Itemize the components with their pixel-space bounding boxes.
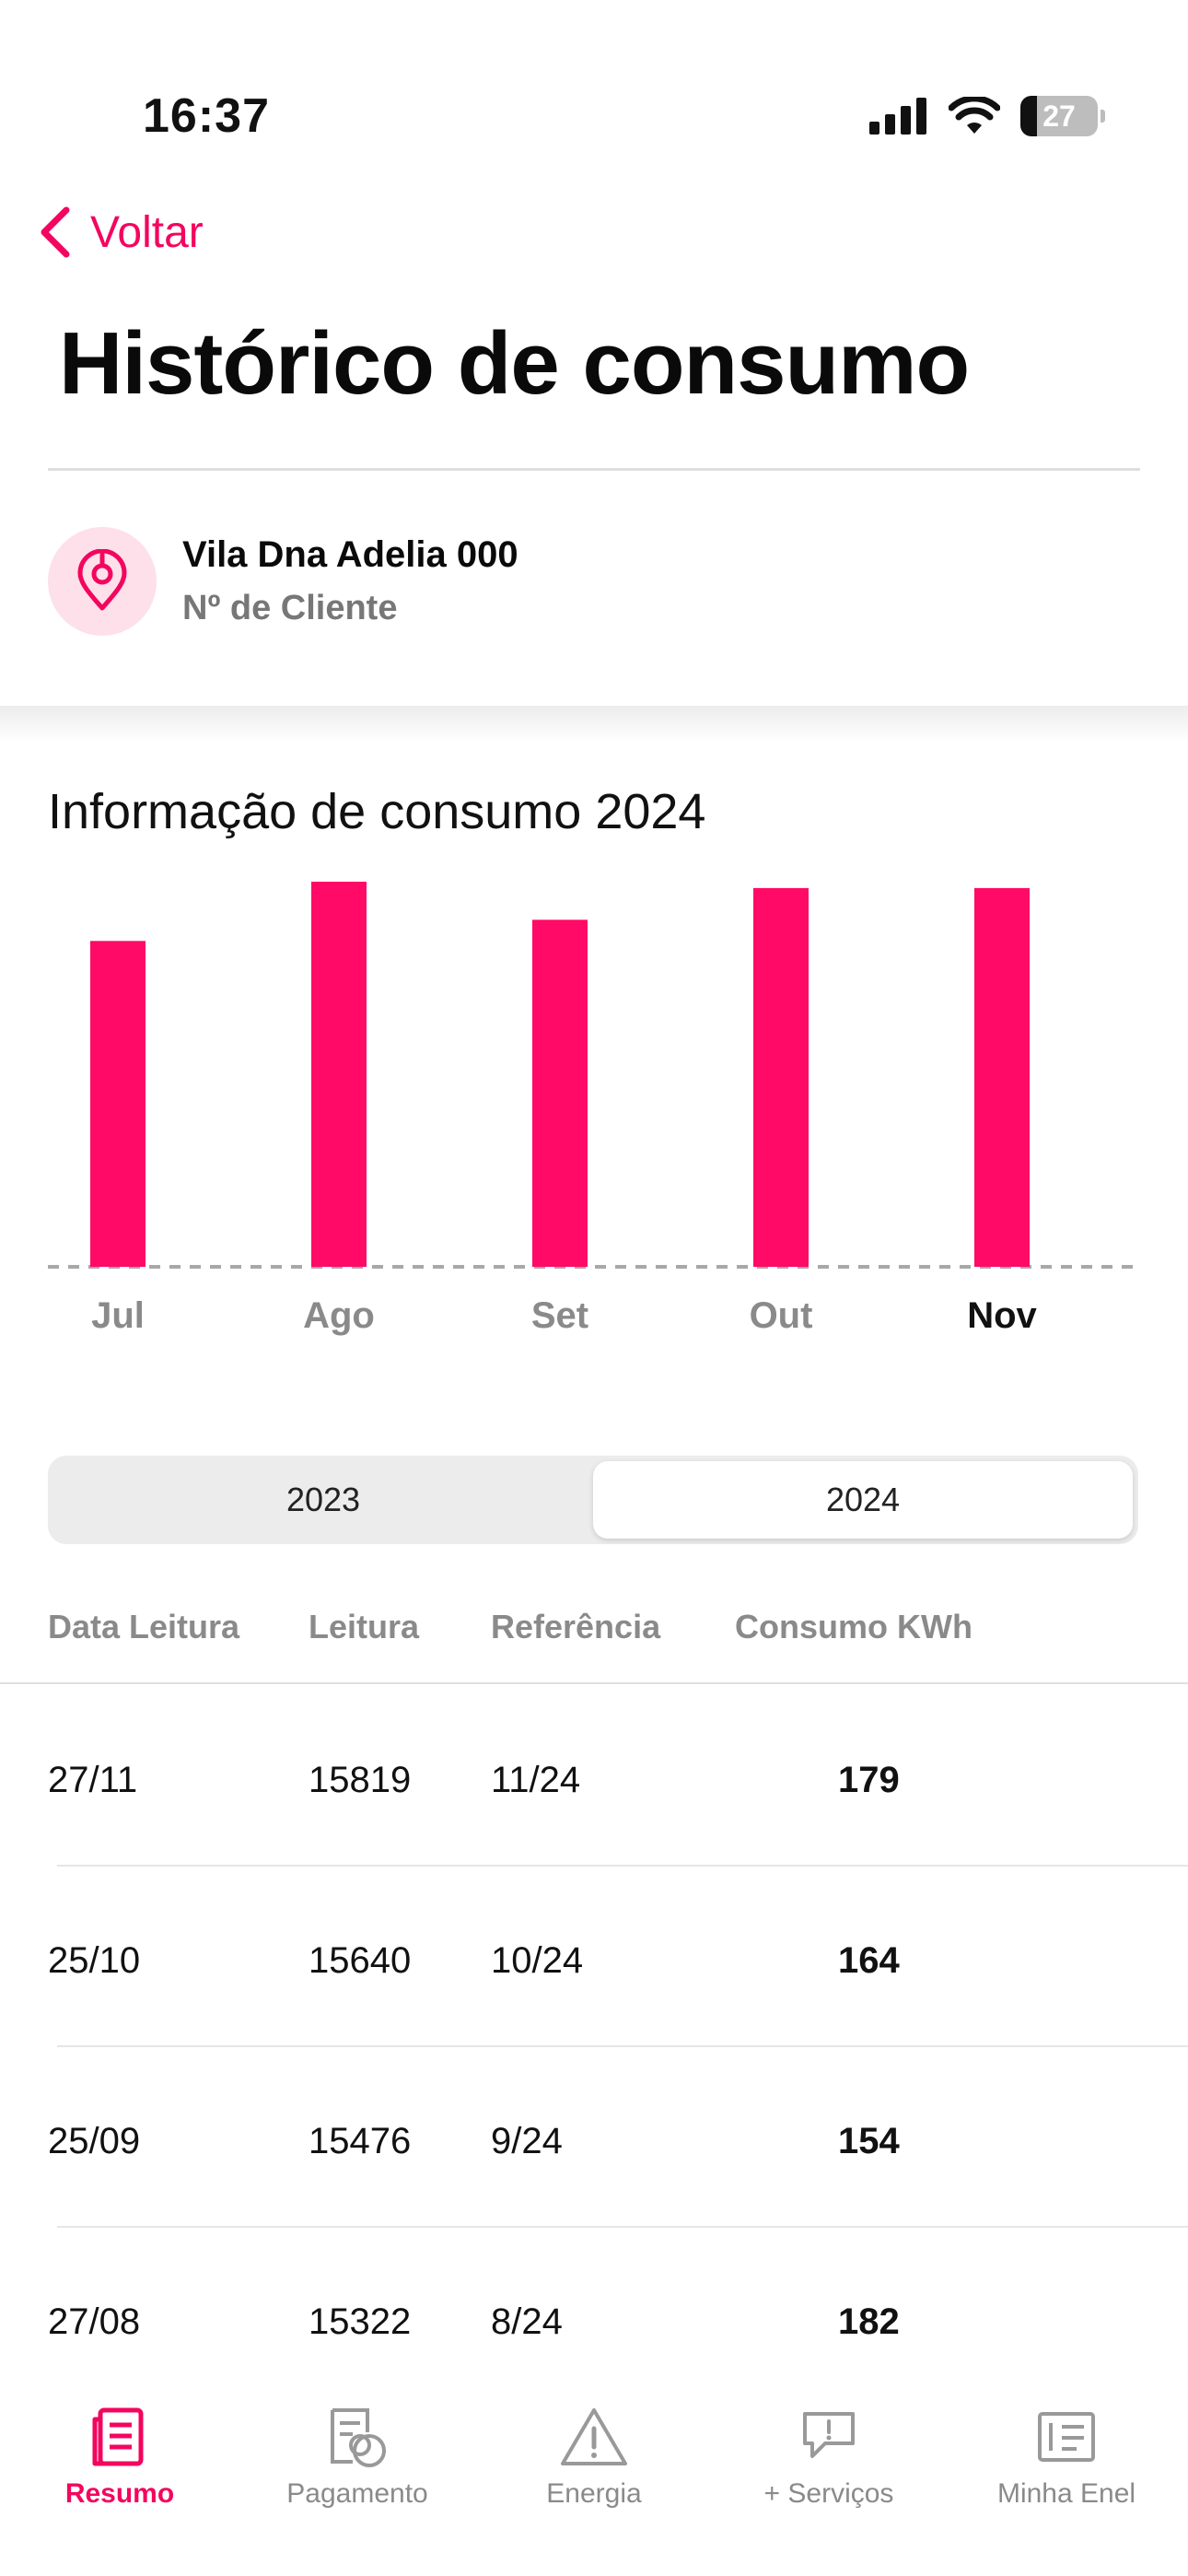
- tab-pagamento[interactable]: Pagamento: [247, 2405, 468, 2510]
- header-data-leitura: Data Leitura: [48, 1608, 240, 1645]
- page-title: Histórico de consumo: [59, 314, 970, 413]
- row-date: 25/10: [48, 1940, 141, 1981]
- client-address: Vila Dna Adelia 000: [182, 534, 518, 575]
- chart-bar-nov[interactable]: [974, 887, 1030, 1267]
- chart-bar-ago[interactable]: [311, 882, 367, 1267]
- back-button[interactable]: Voltar: [37, 205, 204, 260]
- year-option-2023[interactable]: 2023: [285, 1481, 361, 1518]
- table-row: 27/08 15322 8/24 182: [0, 2228, 1188, 2408]
- row-reading: 15476: [309, 2121, 412, 2161]
- wifi-icon: [949, 97, 1000, 134]
- row-reference: 8/24: [491, 2301, 563, 2342]
- tab-label: Minha Enel: [996, 2478, 1136, 2509]
- document-icon: [92, 2407, 144, 2466]
- chart-xtick-label: Out: [750, 1295, 813, 1336]
- chart-title: Informação de consumo 2024: [48, 784, 706, 839]
- row-divider: [57, 2045, 1188, 2047]
- status-time: 16:37: [143, 89, 270, 143]
- payment-icon: [331, 2408, 386, 2467]
- chat-icon: [803, 2412, 855, 2458]
- tab-servicos[interactable]: + Serviços: [718, 2405, 939, 2510]
- back-label: Voltar: [90, 207, 204, 257]
- chart-bar-set[interactable]: [532, 919, 588, 1267]
- status-icons: 27: [869, 96, 1105, 136]
- tab-label: Resumo: [64, 2478, 175, 2509]
- tab-minha-enel[interactable]: Minha Enel: [956, 2405, 1177, 2510]
- table-header: Data Leitura Leitura Referência Consumo …: [0, 1608, 1188, 1681]
- battery-icon: 27: [1020, 96, 1105, 136]
- chart-xtick-label: Jul: [91, 1295, 145, 1336]
- tab-label: Energia: [546, 2478, 642, 2509]
- warning-icon: [561, 2408, 627, 2465]
- consumption-bar-chart: Jul Ago Set Out Nov: [48, 882, 1140, 1336]
- client-text: Vila Dna Adelia 000 Nº de Cliente: [182, 534, 518, 628]
- header-divider: [0, 1682, 1188, 1684]
- client-info: Vila Dna Adelia 000 Nº de Cliente: [48, 527, 518, 636]
- tab-label: + Serviços: [763, 2478, 894, 2509]
- section-separator: [0, 706, 1188, 743]
- row-reading: 15322: [309, 2301, 412, 2342]
- battery-level: 27: [1042, 99, 1076, 133]
- table-row: 25/09 15476 9/24 154: [0, 2047, 1188, 2228]
- chart-xtick-label: Ago: [303, 1295, 375, 1336]
- row-reference: 9/24: [491, 2121, 563, 2161]
- row-date: 27/08: [48, 2301, 141, 2342]
- status-bar: 16:37 27: [0, 0, 1188, 184]
- header-consumo: Consumo KWh: [735, 1608, 973, 1645]
- location-pin-icon: [48, 527, 157, 636]
- header-referencia: Referência: [491, 1608, 661, 1645]
- row-consumption: 154: [838, 2121, 900, 2161]
- title-divider: [48, 468, 1140, 471]
- row-reference: 10/24: [491, 1940, 584, 1981]
- row-consumption: 164: [838, 1940, 900, 1981]
- client-number-label: Nº de Cliente: [182, 589, 398, 627]
- row-date: 25/09: [48, 2121, 141, 2161]
- chart-bar-out[interactable]: [753, 887, 809, 1267]
- row-reading: 15640: [309, 1940, 412, 1981]
- year-segmented-control: 2023 2024: [48, 1456, 1138, 1544]
- table-row: 25/10 15640 10/24 164: [0, 1867, 1188, 2047]
- chart-xtick-label: Set: [531, 1295, 588, 1336]
- tab-resumo[interactable]: Resumo: [9, 2405, 230, 2510]
- row-divider: [57, 1865, 1188, 1867]
- header-leitura: Leitura: [309, 1608, 420, 1645]
- chart-xtick-label: Nov: [967, 1295, 1037, 1336]
- row-reading: 15819: [309, 1760, 412, 1800]
- row-divider: [57, 2226, 1188, 2228]
- row-date: 27/11: [48, 1760, 138, 1800]
- table-row: 27/11 15819 11/24 179: [0, 1686, 1188, 1867]
- cellular-signal-icon: [869, 98, 926, 135]
- tab-label: Pagamento: [286, 2478, 428, 2509]
- row-consumption: 179: [838, 1760, 900, 1800]
- year-option-2024[interactable]: 2024: [593, 1461, 1133, 1539]
- row-reference: 11/24: [491, 1760, 581, 1800]
- profile-card-icon: [1038, 2412, 1095, 2462]
- chevron-left-icon: [41, 206, 70, 258]
- tab-energia[interactable]: Energia: [483, 2405, 705, 2510]
- row-consumption: 182: [838, 2301, 900, 2342]
- bottom-tab-bar: Resumo Pagamento Energia + Serviços: [0, 2377, 1188, 2576]
- chart-bar-jul[interactable]: [90, 941, 146, 1267]
